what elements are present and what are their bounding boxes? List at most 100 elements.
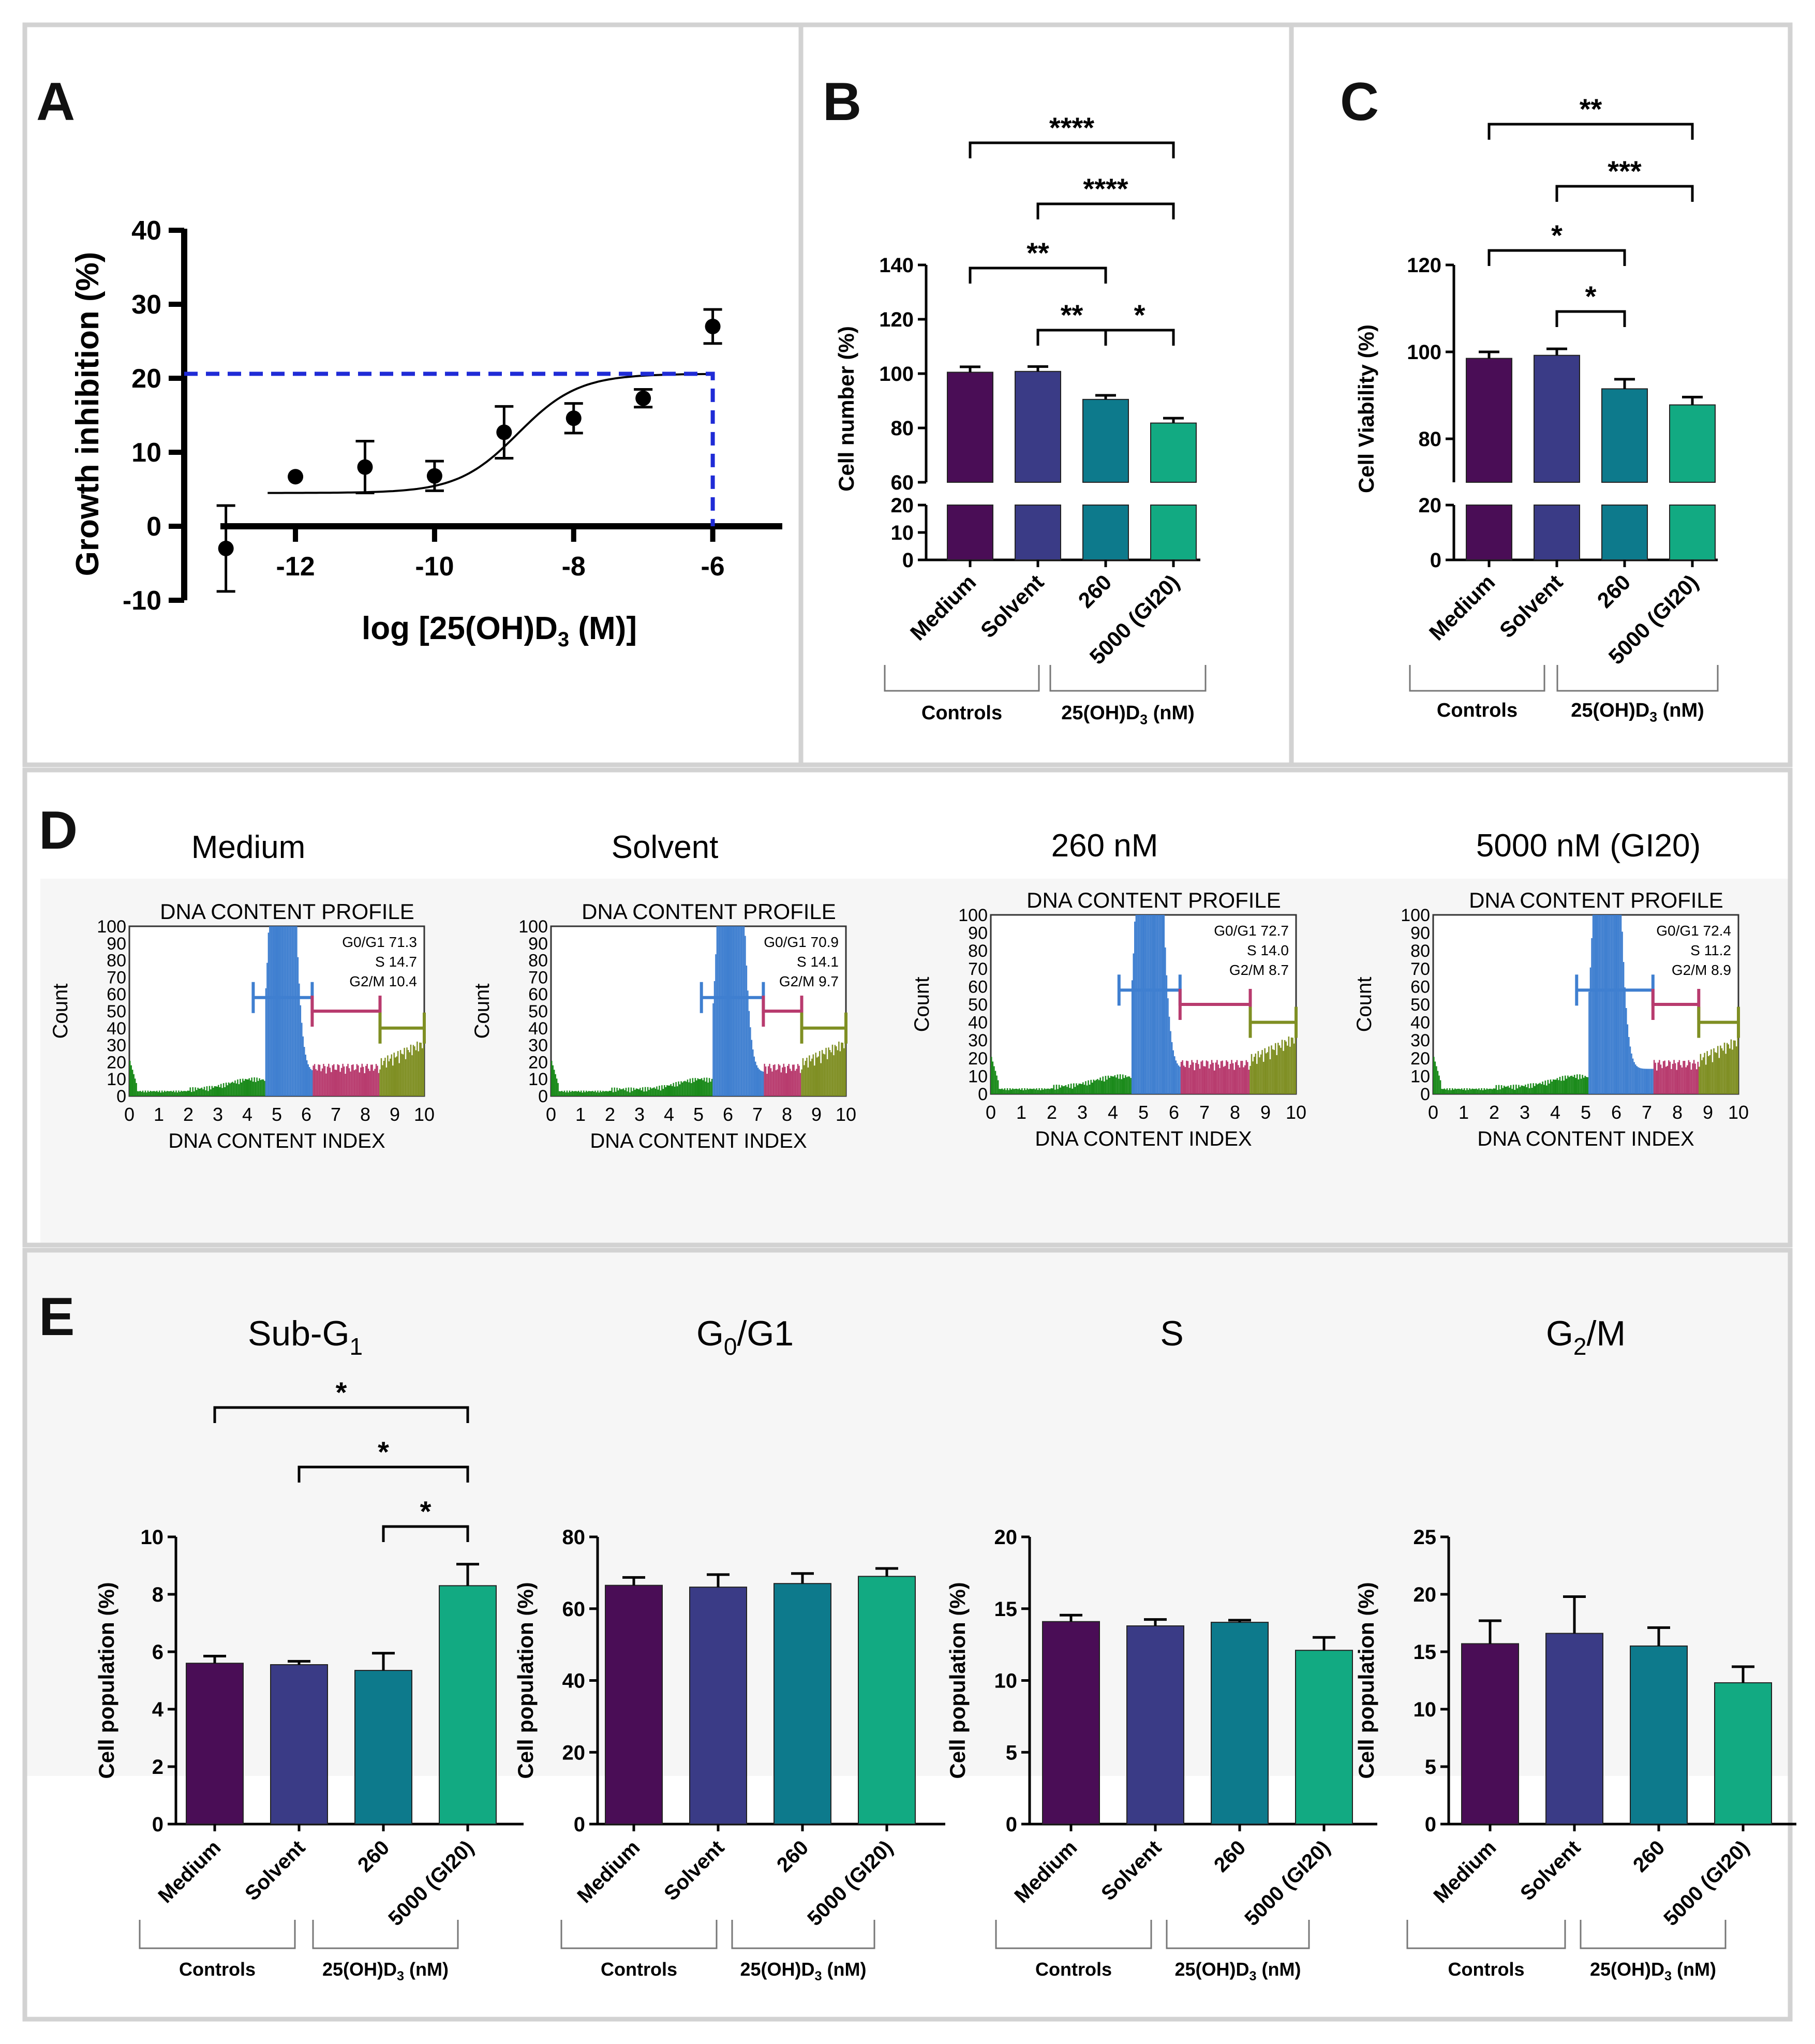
histogram-bin bbox=[1446, 1088, 1448, 1094]
histogram-bin bbox=[1579, 1074, 1581, 1094]
histogram-bin bbox=[287, 926, 289, 1096]
histogram-bin bbox=[743, 926, 745, 1096]
histogram-bin bbox=[708, 1078, 710, 1096]
histogram-bin bbox=[1502, 1088, 1504, 1094]
histogram-bin bbox=[1228, 1069, 1230, 1094]
histogram-bin bbox=[1260, 1054, 1262, 1094]
histogram-bin bbox=[1163, 915, 1165, 1094]
histogram-bin bbox=[407, 1050, 409, 1096]
histogram-bin bbox=[611, 1087, 613, 1096]
histogram-bin bbox=[264, 1080, 265, 1096]
histogram-bin bbox=[745, 936, 746, 1096]
histogram-bin bbox=[764, 1063, 765, 1096]
histogram-bin bbox=[1730, 1039, 1732, 1094]
bar bbox=[1126, 1625, 1184, 1825]
x-axis-title: log [25(OH)D3 (M)] bbox=[362, 611, 637, 651]
treatment-label: 25(OH)D3 (nM) bbox=[740, 1959, 866, 1983]
histogram-bin bbox=[166, 1091, 168, 1096]
histogram-bin bbox=[1150, 915, 1152, 1094]
histogram-bin bbox=[829, 1050, 831, 1096]
histogram-bin bbox=[838, 1041, 840, 1096]
histogram-bin bbox=[1531, 1088, 1533, 1094]
treatment-label: 25(OH)D3 (nM) bbox=[1174, 1959, 1301, 1983]
histogram-bin bbox=[1044, 1088, 1046, 1094]
histogram-bin bbox=[994, 1071, 996, 1094]
g2m-gate-marker bbox=[1248, 1006, 1298, 1038]
histogram-bin bbox=[1610, 915, 1611, 1094]
histogram-bin bbox=[1127, 1076, 1129, 1094]
data-point bbox=[566, 410, 582, 426]
x-tick-label: 8 bbox=[782, 1104, 792, 1125]
treatment-bracket bbox=[1556, 665, 1719, 692]
y-tick-label: 60 bbox=[891, 471, 914, 494]
controls-label: Controls bbox=[1035, 1959, 1112, 1980]
histogram-bin bbox=[560, 1091, 561, 1096]
y-tick-label: 10 bbox=[528, 1070, 548, 1089]
histogram-bin bbox=[756, 1065, 757, 1096]
bar-lower bbox=[1150, 505, 1197, 560]
dose-response-fit-curve bbox=[267, 373, 709, 494]
histogram-bin bbox=[1231, 1060, 1232, 1094]
histogram-bin bbox=[1699, 1067, 1700, 1094]
histogram-bin bbox=[1013, 1089, 1015, 1094]
histogram-bin bbox=[414, 1046, 415, 1096]
histogram-bin bbox=[1665, 1067, 1667, 1094]
histogram-bin bbox=[1676, 1070, 1677, 1094]
significance-label: * bbox=[1585, 280, 1597, 313]
significance-bracket bbox=[213, 1406, 469, 1423]
histogram-bin bbox=[152, 1091, 154, 1096]
histogram-bin bbox=[1033, 1088, 1035, 1094]
histogram-bin bbox=[1649, 1069, 1651, 1094]
histogram-bin bbox=[173, 1090, 174, 1096]
histogram-bin bbox=[1460, 1089, 1461, 1094]
histogram-bin bbox=[193, 1091, 195, 1096]
histogram-bin bbox=[1462, 1089, 1464, 1094]
treatment-suffix: (nM) bbox=[1148, 702, 1195, 724]
histogram-bin bbox=[265, 988, 267, 1096]
histogram-bin bbox=[1692, 1063, 1693, 1094]
y-tick-label: 0 bbox=[574, 1813, 585, 1836]
histogram-bin bbox=[1266, 1053, 1267, 1094]
histogram-bin bbox=[409, 1052, 410, 1096]
histogram-bin bbox=[1641, 1068, 1643, 1094]
histogram-bin bbox=[1561, 1076, 1564, 1094]
histogram-bin bbox=[1073, 1083, 1075, 1094]
histogram-bin bbox=[810, 1061, 812, 1096]
histogram-bin bbox=[1025, 1090, 1027, 1094]
y-tick-label: 0 bbox=[152, 1813, 163, 1836]
histogram-bin bbox=[324, 1066, 326, 1096]
histogram-bin bbox=[570, 1092, 572, 1096]
y-tick-label: 40 bbox=[131, 216, 161, 246]
histogram-bin bbox=[836, 1046, 837, 1096]
significance-bracket bbox=[1036, 202, 1175, 219]
histogram-bin bbox=[242, 1078, 244, 1096]
histogram-bin bbox=[1732, 1049, 1733, 1094]
histogram-bin bbox=[1232, 1063, 1234, 1094]
histogram-bin bbox=[366, 1064, 368, 1096]
histogram-bin bbox=[770, 1068, 772, 1096]
histogram-bin bbox=[1029, 1088, 1031, 1094]
histogram-bin bbox=[255, 1082, 257, 1096]
controls-label: Controls bbox=[601, 1959, 677, 1980]
histogram-bin bbox=[1119, 1074, 1121, 1094]
histogram-bin bbox=[793, 1064, 795, 1096]
histogram-bin bbox=[735, 926, 737, 1096]
histogram-bin bbox=[1149, 915, 1150, 1094]
y-tick-label: 4 bbox=[152, 1698, 164, 1721]
histogram-bin bbox=[1497, 1090, 1498, 1094]
histogram-bin bbox=[415, 1050, 417, 1096]
histogram-bin bbox=[1048, 1088, 1049, 1094]
histogram-bin bbox=[824, 1054, 826, 1096]
y-tick-label: 20 bbox=[528, 1053, 548, 1072]
y-tick-label: 60 bbox=[1410, 977, 1430, 997]
profile-panel-title: DNA CONTENT PROFILE bbox=[1026, 888, 1281, 912]
histogram-bin bbox=[388, 1061, 390, 1096]
y-axis-title: Cell population (%) bbox=[94, 1582, 118, 1779]
treatment-subscript: 3 bbox=[1649, 709, 1657, 725]
y-tick-label: 60 bbox=[528, 985, 548, 1004]
histogram-bin bbox=[712, 1003, 714, 1096]
histogram-bin bbox=[1537, 1084, 1538, 1094]
histogram-bin bbox=[1604, 915, 1606, 1094]
histogram-bin bbox=[234, 1080, 236, 1096]
histogram-bin bbox=[1271, 1045, 1272, 1094]
